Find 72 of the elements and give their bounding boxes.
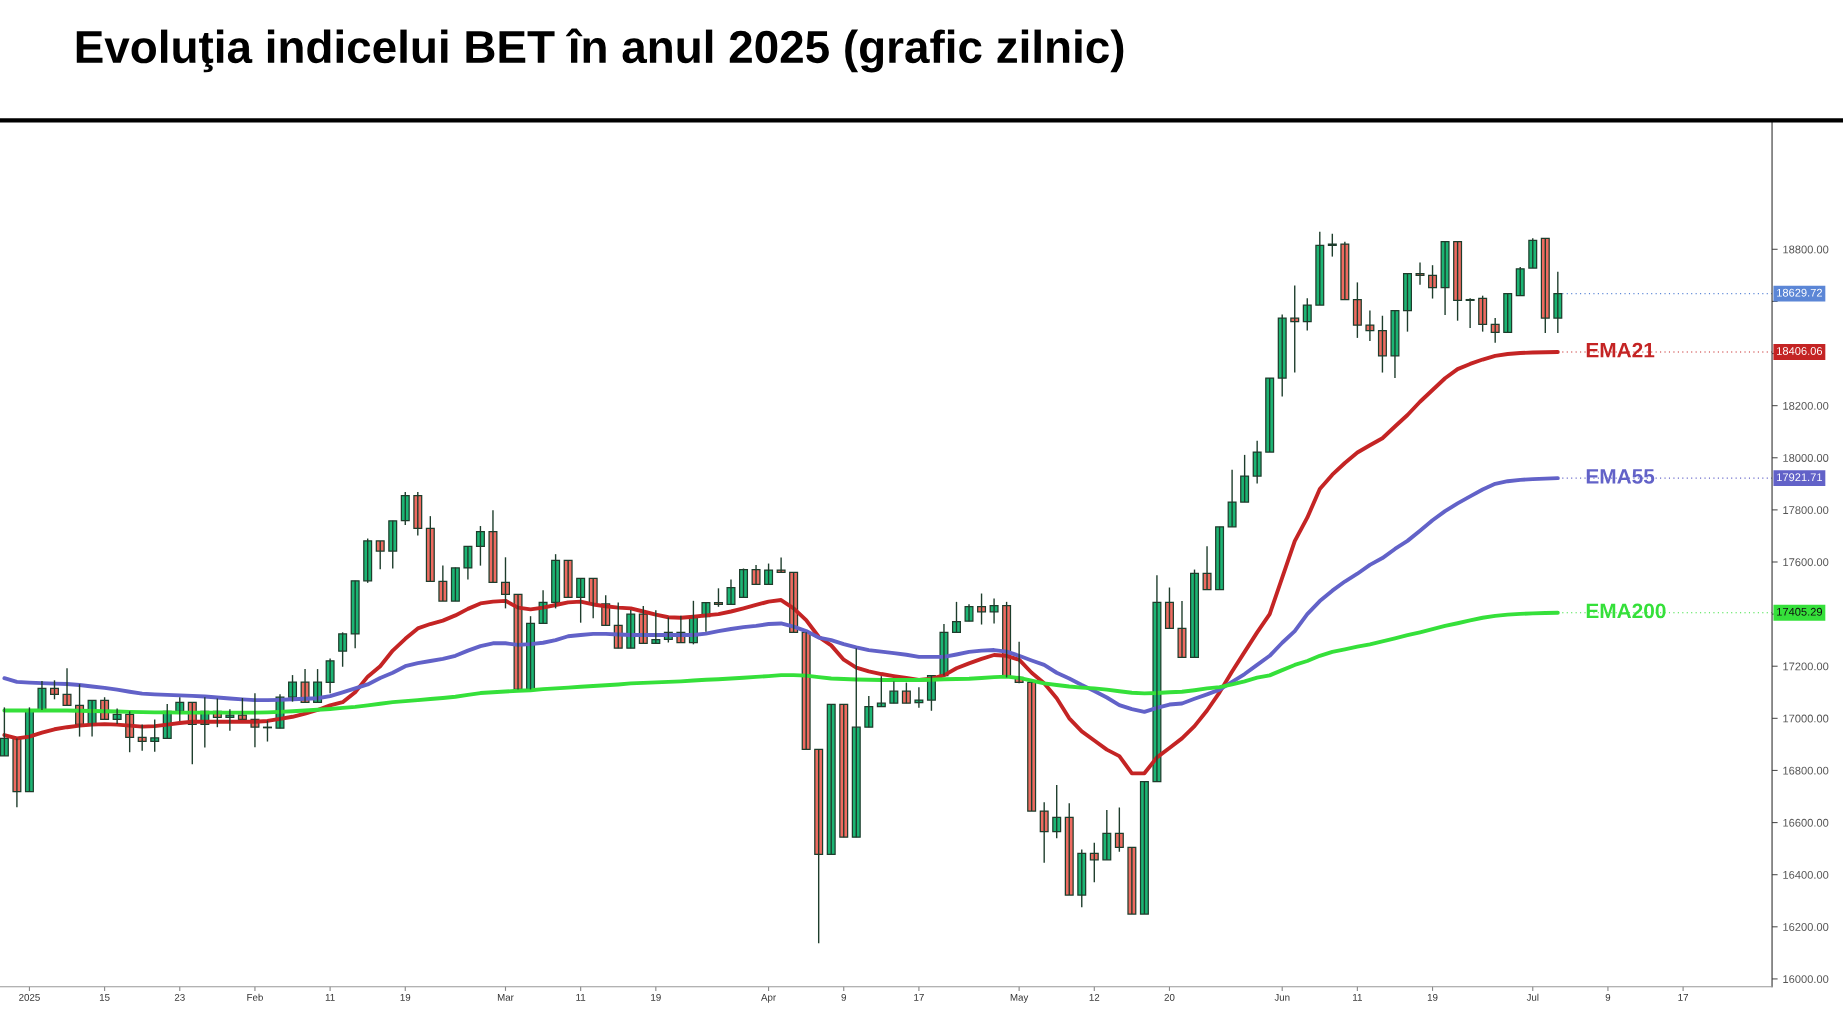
candlestick bbox=[1377, 315, 1387, 374]
x-tick-label: 19 bbox=[400, 993, 411, 1001]
x-tick-label: Apr bbox=[761, 994, 776, 1003]
candlestick bbox=[1240, 454, 1250, 503]
candlestick bbox=[776, 556, 786, 574]
candlestick bbox=[713, 587, 723, 608]
candlestick bbox=[839, 703, 849, 838]
candlestick bbox=[1265, 377, 1275, 453]
candlestick bbox=[62, 667, 72, 707]
x-tick-label: 19 bbox=[651, 993, 661, 1001]
candlestick bbox=[1027, 681, 1037, 812]
candlestick bbox=[764, 562, 774, 586]
candlestick bbox=[1290, 284, 1300, 374]
y-tick-label: 16200.00 bbox=[1783, 923, 1829, 931]
text: 18629.72 bbox=[1777, 288, 1822, 297]
x-tick-label: Jul bbox=[1526, 993, 1539, 1001]
x-tick-label: 11 bbox=[1353, 994, 1362, 1001]
series-label: EMA21 bbox=[1586, 342, 1655, 358]
x-tick-label: 17 bbox=[914, 994, 924, 1001]
candlestick bbox=[375, 540, 385, 570]
candlestick bbox=[450, 566, 460, 602]
candlestick bbox=[563, 559, 573, 599]
y-tick-label: 17600.00 bbox=[1783, 558, 1829, 567]
x-tick-label: 11 bbox=[576, 994, 586, 1001]
data-label: 18406.06 bbox=[1777, 347, 1823, 355]
data-label: 17405.29 bbox=[1777, 607, 1823, 616]
candlestick bbox=[338, 631, 348, 668]
x-tick-label: Feb bbox=[247, 993, 263, 1001]
candlestick bbox=[864, 695, 874, 728]
series-label: EMA200 bbox=[1586, 603, 1666, 619]
x-tick-label: May bbox=[1010, 994, 1029, 1003]
x-tick-label: Mar bbox=[497, 994, 514, 1001]
x-tick-label: 11 bbox=[325, 994, 335, 1001]
candlestick bbox=[964, 603, 974, 622]
y-tick-label: 18800.00 bbox=[1783, 245, 1829, 254]
candlestick bbox=[1215, 526, 1225, 591]
x-tick-label: 20 bbox=[1164, 993, 1175, 1001]
candlestick bbox=[1528, 237, 1538, 269]
x-tick-label: 9 bbox=[841, 993, 846, 1001]
y-tick-label: 17800.00 bbox=[1783, 506, 1829, 515]
x-tick-label: Jun bbox=[1274, 994, 1290, 1001]
candlestick bbox=[150, 718, 160, 753]
candlestick bbox=[388, 520, 398, 570]
y-tick-label: 16600.00 bbox=[1783, 818, 1829, 827]
y-tick-label: 16400.00 bbox=[1783, 870, 1829, 879]
y-tick-label: 18000.00 bbox=[1783, 454, 1829, 462]
y-tick-label: 16800.00 bbox=[1783, 766, 1829, 775]
candlestick bbox=[1127, 846, 1137, 915]
x-tick-label: 17 bbox=[1678, 994, 1689, 1001]
x-tick-label: 12 bbox=[1089, 993, 1100, 1001]
candlestick bbox=[1327, 232, 1337, 258]
candlestick bbox=[726, 578, 736, 606]
x-tick-label: 19 bbox=[1427, 993, 1438, 1001]
candlestick bbox=[1352, 281, 1362, 339]
candlestick bbox=[513, 593, 523, 691]
candlestick bbox=[0, 706, 9, 757]
candlestick bbox=[1277, 313, 1287, 398]
y-tick-label: 16000.00 bbox=[1783, 975, 1829, 984]
x-tick-label: 2025 bbox=[19, 993, 40, 1001]
candlestick bbox=[1302, 297, 1312, 332]
y-tick-label: 17000.00 bbox=[1783, 714, 1829, 723]
series-label: EMA55 bbox=[1586, 469, 1655, 484]
candlestick bbox=[1503, 292, 1513, 334]
y-tick-label: 18200.00 bbox=[1783, 401, 1829, 410]
x-tick-label: 23 bbox=[174, 993, 185, 1001]
x-tick-label: 9 bbox=[1605, 993, 1611, 1001]
chart-title: Evoluţia indicelui BET în anul 2025 (grafic zilnic) bbox=[76, 28, 1124, 73]
candlestick bbox=[1415, 261, 1425, 286]
y-tick-label: 17200.00 bbox=[1783, 662, 1829, 671]
candlestick bbox=[951, 601, 961, 634]
data-label: 17921.71 bbox=[1777, 473, 1823, 482]
x-tick-label: 15 bbox=[99, 994, 110, 1001]
